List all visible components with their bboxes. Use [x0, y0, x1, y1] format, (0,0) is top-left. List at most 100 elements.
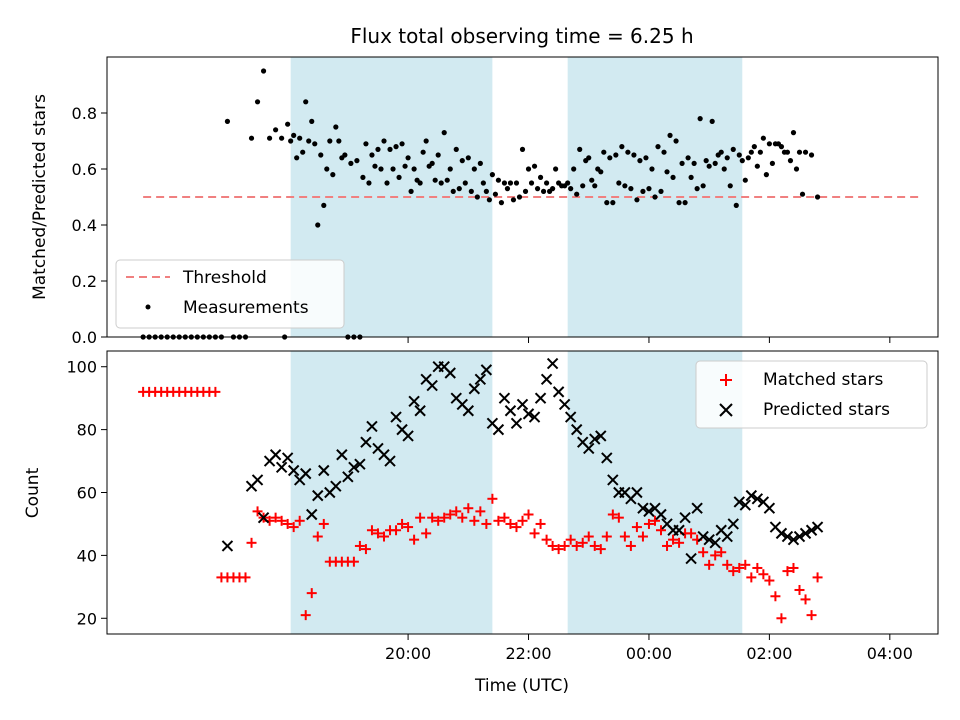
measurement-point: [613, 152, 619, 158]
measurement-point: [616, 180, 622, 186]
measurement-point: [736, 152, 742, 158]
matched-star-point: [397, 518, 408, 529]
predicted-star-point: [811, 521, 824, 533]
measurement-point: [390, 166, 396, 172]
measurement-point: [610, 200, 616, 206]
top-legend-box: [115, 259, 345, 329]
measurement-point: [348, 160, 354, 166]
measurement-point: [327, 138, 333, 144]
predicted-star-point: [342, 471, 354, 483]
measurement-point: [802, 149, 809, 155]
matched-star-point: [282, 518, 293, 529]
measurement-point: [306, 138, 312, 144]
measurement-point: [402, 163, 408, 169]
matched-star-point: [649, 515, 660, 526]
measurement-point: [378, 166, 384, 172]
top-y-axis-label: Matched/Predicted stars: [30, 94, 50, 300]
bottom-x-axis: 20:00 22:00 00:00 02:00 04:00: [385, 634, 913, 663]
measurement-point: [534, 186, 541, 192]
matched-star-point: [409, 534, 420, 545]
measurement-point: [640, 188, 646, 194]
matched-star-point: [493, 515, 504, 526]
matched-star-point: [625, 540, 636, 551]
measurement-point: [760, 135, 766, 141]
measurement-point: [619, 144, 625, 150]
measurement-point: [649, 166, 655, 172]
bottom-xtick-label: 22:00: [505, 644, 551, 663]
measurement-point: [501, 180, 508, 186]
matched-star-point: [306, 588, 317, 599]
measurement-point: [459, 158, 465, 164]
predicted-star-point: [414, 405, 426, 417]
matched-star-point: [505, 518, 516, 529]
measurement-point: [571, 166, 577, 172]
measurement-point: [691, 160, 697, 166]
matched-star-point: [631, 522, 642, 533]
measurement-point: [330, 172, 336, 178]
matched-star-point: [288, 522, 299, 533]
measurement-point: [360, 174, 366, 180]
measurement-point: [757, 149, 763, 155]
measurement-point: [682, 200, 688, 206]
measurement-point: [414, 177, 420, 183]
measurement-point: [273, 127, 279, 133]
predicted-star-point: [390, 411, 402, 423]
measurement-point: [342, 152, 348, 158]
measurement-point: [628, 186, 634, 192]
measurement-point: [769, 160, 776, 166]
predicted-star-point: [257, 511, 270, 524]
measurement-point: [324, 166, 330, 172]
measurement-point: [248, 135, 255, 141]
matched-star-point: [752, 562, 763, 573]
measurement-point: [426, 163, 432, 169]
predicted-star-point: [384, 455, 396, 467]
top-x-axis-ticks: [407, 337, 891, 343]
predicted-star-point: [733, 496, 745, 508]
matched-star-point: [469, 515, 480, 526]
measurement-point: [423, 138, 429, 144]
top-panel: 0.0 0.2 0.4 0.6 0.8 Flux total observing tim…: [30, 24, 939, 347]
predicted-star-point: [480, 364, 493, 376]
measurement-point: [453, 146, 459, 152]
matched-star-point: [698, 547, 709, 558]
measurement-point: [480, 180, 486, 186]
predicted-star-point: [402, 430, 414, 442]
measurement-point: [224, 118, 231, 124]
measurement-point: [715, 152, 721, 158]
predicted-star-point: [330, 480, 342, 492]
matched-star-point: [734, 562, 745, 573]
legend-predicted-label: Predicted stars: [763, 400, 890, 420]
measurement-point: [712, 160, 718, 166]
predicted-star-point: [251, 474, 264, 486]
measurement-point: [381, 138, 387, 144]
matched-star-point: [674, 537, 685, 548]
top-ytick-label: 0.4: [72, 216, 97, 235]
matched-star-point: [788, 562, 799, 573]
predicted-star-point: [516, 398, 529, 411]
matched-star-point: [662, 540, 673, 551]
matched-star-point: [451, 506, 462, 517]
measurement-point: [589, 177, 595, 183]
measurement-point: [808, 152, 815, 158]
measurement-point: [700, 183, 706, 189]
predicted-star-point: [306, 508, 318, 521]
matched-star-point: [782, 566, 793, 577]
matched-star-point: [812, 572, 823, 583]
matched-star-point: [565, 534, 576, 545]
measurement-point: [399, 141, 405, 147]
matched-star-point: [463, 503, 474, 514]
measurement-point: [444, 177, 450, 183]
matched-star-point: [433, 515, 444, 526]
measurement-point: [730, 146, 736, 152]
measurement-point: [679, 160, 685, 166]
matched-star-point: [210, 386, 221, 397]
predicted-star-point: [697, 530, 709, 543]
top-ytick-label: 0.6: [72, 160, 97, 179]
measurement-point: [411, 166, 417, 172]
matched-star-point: [360, 544, 371, 555]
predicted-star-point: [275, 461, 288, 474]
matched-star-point: [601, 531, 612, 542]
matched-star-point: [517, 515, 528, 526]
shaded-interval-1: [290, 351, 493, 634]
predicted-star-point: [751, 493, 764, 505]
